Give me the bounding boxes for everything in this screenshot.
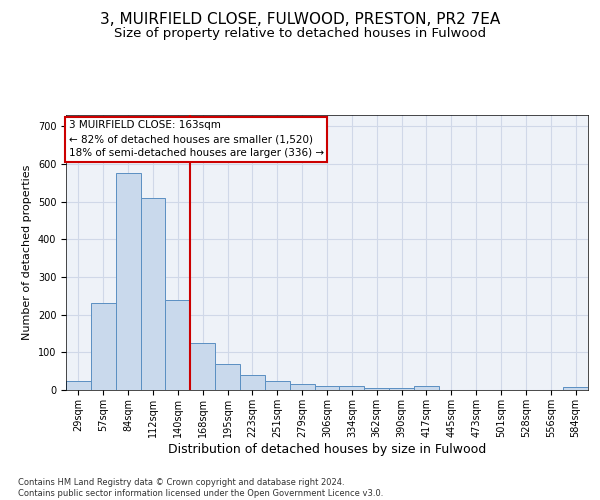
Text: Size of property relative to detached houses in Fulwood: Size of property relative to detached ho…	[114, 28, 486, 40]
X-axis label: Distribution of detached houses by size in Fulwood: Distribution of detached houses by size …	[168, 442, 486, 456]
Bar	[140, 198, 166, 390]
Bar	[414, 386, 439, 390]
Y-axis label: Number of detached properties: Number of detached properties	[22, 165, 32, 340]
Bar	[215, 364, 240, 390]
Bar	[66, 380, 91, 390]
Text: Contains HM Land Registry data © Crown copyright and database right 2024.
Contai: Contains HM Land Registry data © Crown c…	[18, 478, 383, 498]
Bar	[314, 386, 340, 390]
Bar	[265, 380, 290, 390]
Text: 3 MUIRFIELD CLOSE: 163sqm
← 82% of detached houses are smaller (1,520)
18% of se: 3 MUIRFIELD CLOSE: 163sqm ← 82% of detac…	[68, 120, 324, 158]
Bar	[290, 384, 314, 390]
Bar	[240, 375, 265, 390]
Bar	[389, 388, 414, 390]
Bar	[563, 388, 588, 390]
Bar	[364, 388, 389, 390]
Bar	[116, 174, 140, 390]
Bar	[340, 386, 364, 390]
Bar	[91, 304, 116, 390]
Bar	[166, 300, 190, 390]
Bar	[190, 343, 215, 390]
Text: 3, MUIRFIELD CLOSE, FULWOOD, PRESTON, PR2 7EA: 3, MUIRFIELD CLOSE, FULWOOD, PRESTON, PR…	[100, 12, 500, 28]
